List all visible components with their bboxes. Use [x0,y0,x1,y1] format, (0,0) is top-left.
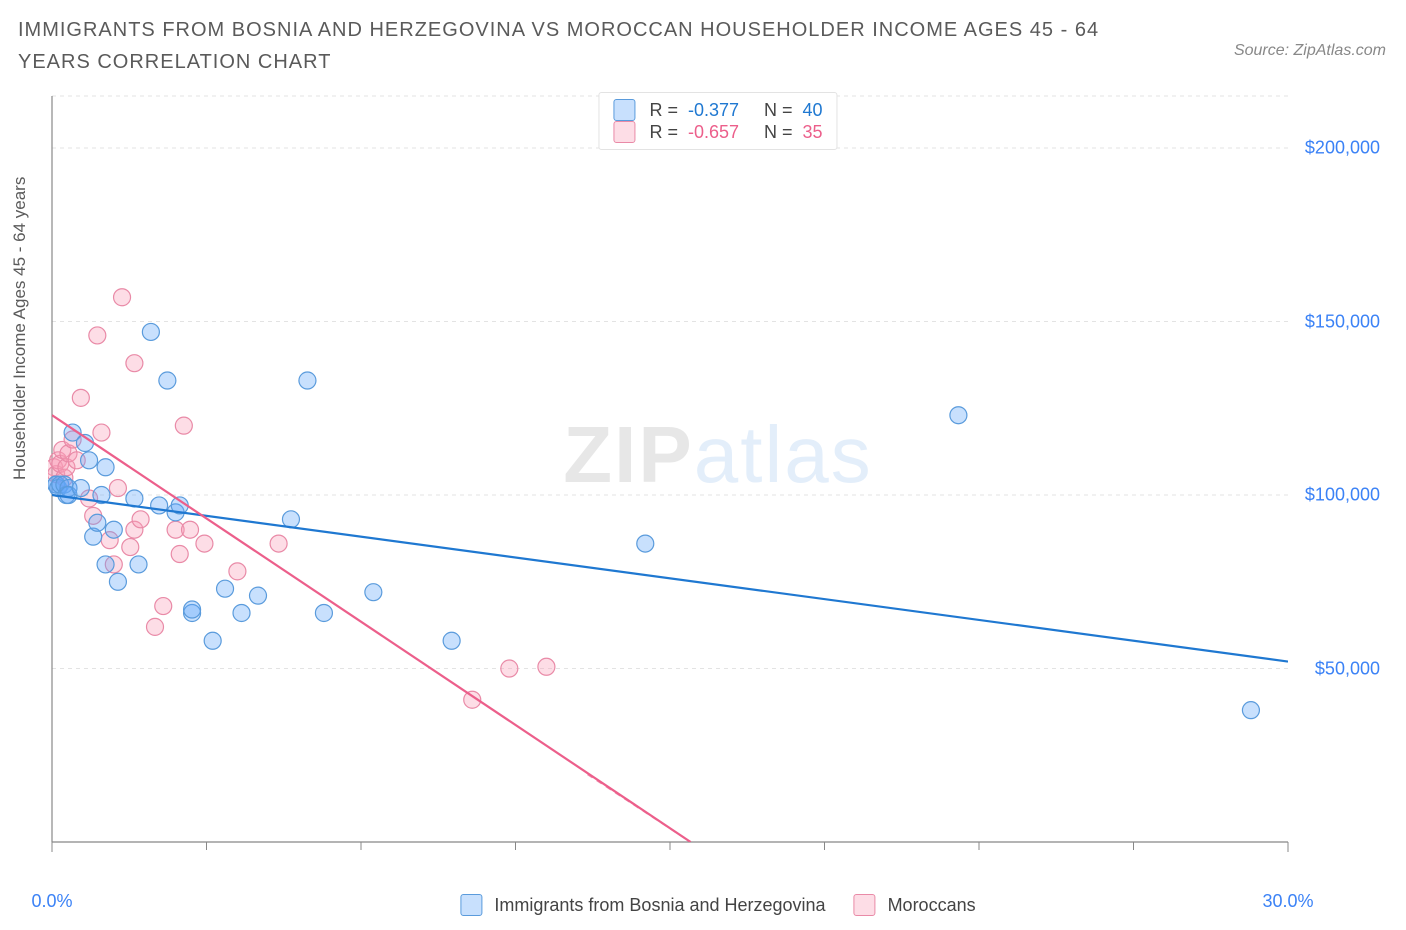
legend-label-0: Immigrants from Bosnia and Herzegovina [494,895,825,916]
stat-n-value-1: 35 [803,122,823,143]
legend-stats-row-0: R = -0.377 N = 40 [613,99,822,121]
swatch-moroccan [613,121,635,143]
stat-n-value-0: 40 [803,100,823,121]
swatch-bosnia [613,99,635,121]
legend-item-1: Moroccans [854,894,976,916]
scatter-chart: ZIPatlas R = -0.377 N = 40 R = -0.657 N … [48,92,1388,882]
y-tick-label: $50,000 [1315,658,1380,679]
stat-n-label: N = [764,100,793,121]
legend-label-1: Moroccans [888,895,976,916]
legend-bottom: Immigrants from Bosnia and Herzegovina M… [460,894,975,916]
stat-r-value-1: -0.657 [688,122,739,143]
legend-stats-row-1: R = -0.657 N = 35 [613,121,822,143]
y-tick-label: $150,000 [1305,311,1380,332]
legend-item-0: Immigrants from Bosnia and Herzegovina [460,894,825,916]
legend-stats-box: R = -0.377 N = 40 R = -0.657 N = 35 [598,92,837,150]
x-tick-label: 30.0% [1262,891,1313,912]
stat-n-label: N = [764,122,793,143]
y-axis-label: Householder Income Ages 45 - 64 years [10,177,30,480]
swatch-moroccan [854,894,876,916]
y-tick-label: $100,000 [1305,485,1380,506]
stat-r-value-0: -0.377 [688,100,739,121]
chart-svg [48,92,1388,882]
stat-r-label: R = [649,100,678,121]
y-tick-label: $200,000 [1305,138,1380,159]
swatch-bosnia [460,894,482,916]
x-tick-label: 0.0% [31,891,72,912]
chart-title: IMMIGRANTS FROM BOSNIA AND HERZEGOVINA V… [18,14,1118,78]
stat-r-label: R = [649,122,678,143]
source-credit: Source: ZipAtlas.com [1234,42,1386,60]
